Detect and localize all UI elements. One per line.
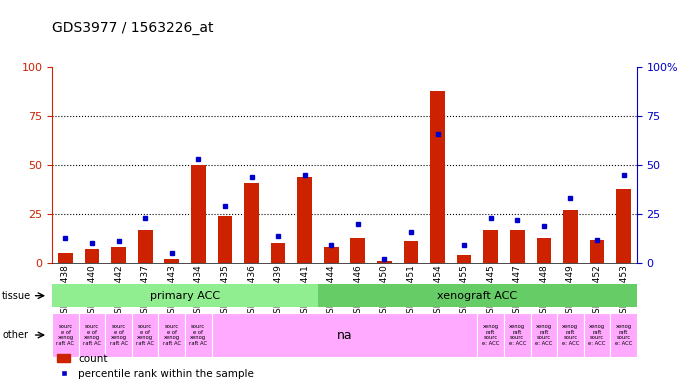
- Text: GSM718449: GSM718449: [566, 264, 575, 319]
- Bar: [79, 313, 105, 357]
- Text: sourc
e of
xenog
raft AC: sourc e of xenog raft AC: [109, 324, 127, 346]
- Bar: [377, 261, 392, 263]
- Bar: [616, 189, 631, 263]
- Bar: [244, 183, 259, 263]
- Text: sourc
e of
xenog
raft AC: sourc e of xenog raft AC: [136, 324, 155, 346]
- Bar: [504, 313, 530, 357]
- Bar: [297, 177, 312, 263]
- Text: GSM718441: GSM718441: [300, 264, 309, 319]
- Text: GSM718453: GSM718453: [619, 264, 628, 319]
- Text: GSM718452: GSM718452: [592, 264, 601, 319]
- Text: GSM718434: GSM718434: [194, 264, 203, 319]
- Text: GSM718439: GSM718439: [274, 264, 283, 319]
- Bar: [530, 313, 557, 357]
- Bar: [563, 210, 578, 263]
- Text: sourc
e of
xenog
raft AC: sourc e of xenog raft AC: [163, 324, 181, 346]
- Text: GSM718436: GSM718436: [247, 264, 256, 319]
- Text: GDS3977 / 1563226_at: GDS3977 / 1563226_at: [52, 21, 214, 35]
- Bar: [191, 165, 205, 263]
- Text: xenog
raft
sourc
e: ACC: xenog raft sourc e: ACC: [562, 324, 579, 346]
- Bar: [324, 247, 338, 263]
- Bar: [159, 313, 185, 357]
- Bar: [52, 284, 318, 307]
- Bar: [85, 249, 100, 263]
- Text: GSM718451: GSM718451: [406, 264, 416, 319]
- Bar: [212, 313, 477, 357]
- Text: xenog
raft
sourc
e: ACC: xenog raft sourc e: ACC: [535, 324, 553, 346]
- Bar: [111, 247, 126, 263]
- Bar: [584, 313, 610, 357]
- Bar: [483, 230, 498, 263]
- Bar: [138, 230, 152, 263]
- Text: xenog
raft
sourc
e: ACC: xenog raft sourc e: ACC: [615, 324, 632, 346]
- Text: GSM718445: GSM718445: [487, 264, 495, 319]
- Text: tissue: tissue: [2, 291, 31, 301]
- Text: GSM718435: GSM718435: [221, 264, 230, 319]
- Bar: [557, 313, 584, 357]
- Text: xenograft ACC: xenograft ACC: [437, 291, 517, 301]
- Text: GSM718447: GSM718447: [513, 264, 522, 319]
- Text: GSM718440: GSM718440: [88, 264, 97, 319]
- Text: xenog
raft
sourc
e: ACC: xenog raft sourc e: ACC: [482, 324, 499, 346]
- Text: primary ACC: primary ACC: [150, 291, 220, 301]
- Bar: [590, 240, 604, 263]
- Text: GSM718443: GSM718443: [167, 264, 176, 319]
- Bar: [404, 242, 418, 263]
- Legend: count, percentile rank within the sample: count, percentile rank within the sample: [57, 354, 254, 379]
- Bar: [318, 284, 650, 307]
- Text: xenog
raft
sourc
e: ACC: xenog raft sourc e: ACC: [588, 324, 606, 346]
- Text: GSM718444: GSM718444: [326, 264, 335, 319]
- Text: GSM718454: GSM718454: [433, 264, 442, 319]
- Text: xenog
raft
sourc
e: ACC: xenog raft sourc e: ACC: [509, 324, 526, 346]
- Bar: [477, 313, 504, 357]
- Bar: [271, 243, 285, 263]
- Text: sourc
e of
xenog
raft AC: sourc e of xenog raft AC: [189, 324, 207, 346]
- Text: na: na: [337, 329, 352, 341]
- Text: GSM718442: GSM718442: [114, 264, 123, 319]
- Bar: [430, 91, 445, 263]
- Bar: [510, 230, 525, 263]
- Text: GSM718448: GSM718448: [539, 264, 548, 319]
- Text: GSM718455: GSM718455: [459, 264, 468, 319]
- Text: GSM718438: GSM718438: [61, 264, 70, 319]
- Text: GSM718437: GSM718437: [141, 264, 150, 319]
- Text: other: other: [2, 330, 28, 340]
- Bar: [218, 216, 232, 263]
- Bar: [351, 238, 365, 263]
- Text: sourc
e of
xenog
raft AC: sourc e of xenog raft AC: [83, 324, 101, 346]
- Bar: [58, 253, 73, 263]
- Bar: [610, 313, 637, 357]
- Bar: [537, 238, 551, 263]
- Bar: [52, 313, 79, 357]
- Bar: [185, 313, 212, 357]
- Text: GSM718446: GSM718446: [354, 264, 363, 319]
- Bar: [105, 313, 132, 357]
- Text: GSM718450: GSM718450: [380, 264, 389, 319]
- Bar: [164, 259, 179, 263]
- Bar: [132, 313, 159, 357]
- Bar: [457, 255, 471, 263]
- Text: sourc
e of
xenog
raft AC: sourc e of xenog raft AC: [56, 324, 74, 346]
